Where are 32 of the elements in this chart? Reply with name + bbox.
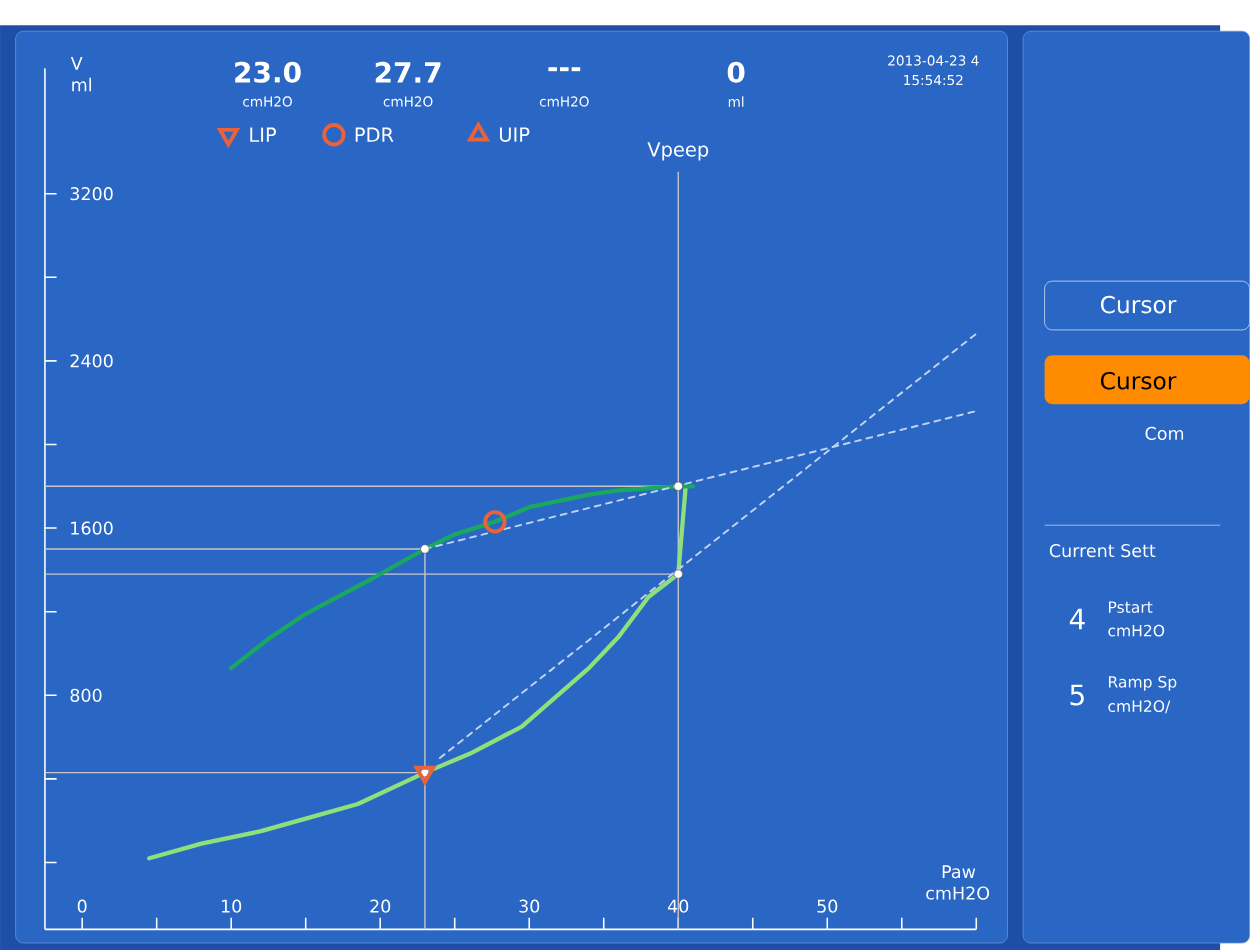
y-tick-label: 3200 — [70, 186, 113, 200]
annotation: 27.7 — [375, 61, 441, 83]
y-axis-title: V ml — [70, 56, 91, 91]
annotation: 23.0 — [235, 61, 301, 83]
legend-label: LIP — [250, 127, 277, 142]
ref-line-label: Vpeep — [647, 141, 709, 161]
text: 4 — [1069, 608, 1085, 629]
annotation: 0 — [727, 61, 745, 83]
x-tick-label: 50 — [817, 899, 838, 913]
point — [673, 481, 683, 491]
annotation: --- — [548, 66, 581, 71]
line-series — [229, 483, 696, 670]
x-tick-label: 10 — [221, 899, 242, 913]
point — [483, 509, 507, 534]
y-tick-label: 2400 — [70, 353, 113, 368]
y-tick-label: 1600 — [71, 521, 113, 535]
point — [414, 765, 436, 784]
legend-label: UIP — [499, 127, 530, 142]
x-tick-label: 30 — [519, 899, 540, 913]
x-tick-label: 0 — [77, 899, 87, 913]
text: Current Sett — [1049, 543, 1156, 557]
point — [673, 569, 683, 579]
text: Cursor — [1100, 295, 1177, 313]
y-tick-label: 800 — [70, 688, 102, 702]
text: Com — [1145, 426, 1184, 440]
point — [420, 543, 430, 554]
text: Cursor — [1100, 371, 1177, 390]
x-tick-label: 20 — [370, 899, 391, 913]
legend-label: PDR — [355, 127, 394, 142]
line-series — [147, 483, 688, 861]
text: 5 — [1070, 684, 1084, 706]
x-axis-title: Paw cmH2O — [926, 864, 990, 900]
